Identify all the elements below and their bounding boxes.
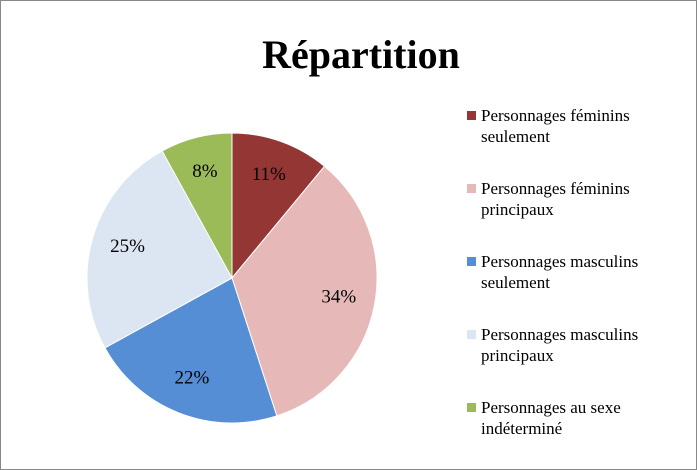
- legend-label: Personnages masculins principaux: [481, 325, 639, 365]
- legend: Personnages féminins seulement Personnage…: [467, 105, 687, 469]
- legend-swatch: [467, 330, 476, 339]
- legend-item: Personnages féminins seulement: [467, 105, 687, 178]
- data-label: 22%: [175, 367, 210, 388]
- pie-slice: [231, 132, 326, 280]
- chart-title: Répartition: [262, 32, 460, 77]
- legend-swatch: [467, 257, 476, 266]
- legend-label: Personnages féminins seulement: [481, 106, 630, 146]
- data-label: 11%: [252, 164, 286, 185]
- pie-slice: [86, 150, 233, 349]
- pie-slice: [231, 165, 378, 417]
- legend-item: Personnages au sexe indéterminé: [467, 397, 687, 469]
- legend-label: Personnages masculins seulement: [481, 252, 639, 292]
- pie-slice: [161, 132, 233, 279]
- legend-item: Personnages féminins principaux: [467, 178, 687, 251]
- data-label: 25%: [110, 236, 145, 257]
- pie-slice: [104, 277, 278, 424]
- legend-label: Personnages au sexe indéterminé: [481, 398, 621, 438]
- data-label: 8%: [192, 161, 218, 182]
- legend-item: Personnages masculins seulement: [467, 251, 687, 324]
- legend-swatch: [467, 403, 476, 412]
- legend-swatch: [467, 184, 476, 193]
- data-label: 34%: [321, 287, 356, 308]
- legend-item: Personnages masculins principaux: [467, 324, 687, 397]
- legend-swatch: [467, 111, 476, 120]
- legend-label: Personnages féminins principaux: [481, 179, 630, 219]
